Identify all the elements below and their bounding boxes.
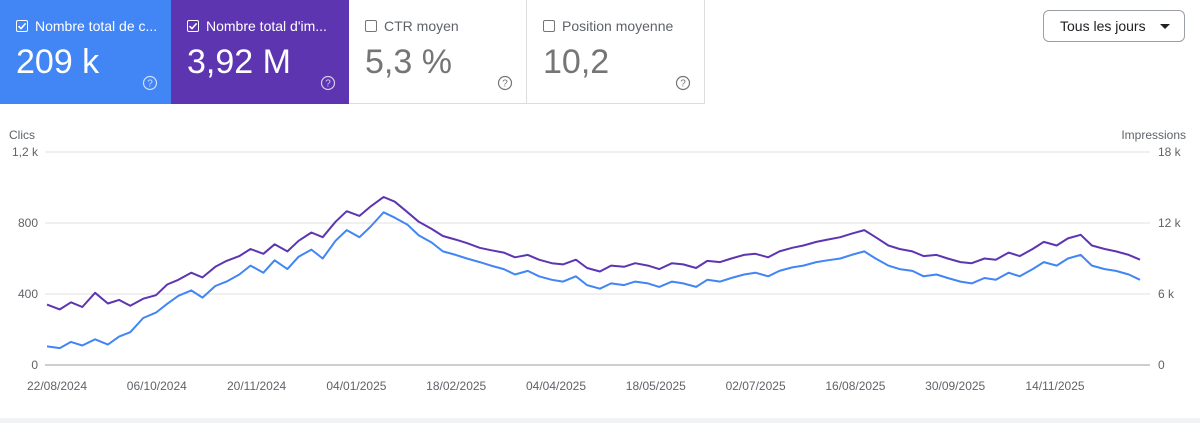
x-tick-label: 18/05/2025 xyxy=(626,379,686,393)
ctr-card[interactable]: CTR moyen 5,3 % ? xyxy=(349,0,527,104)
date-range-label: Tous les jours xyxy=(1060,18,1146,34)
impressions-card[interactable]: Nombre total d'im... 3,92 M ? xyxy=(171,0,349,104)
help-icon[interactable]: ? xyxy=(142,75,158,91)
x-tick-label: 14/11/2025 xyxy=(1025,379,1084,393)
clicks-card-header: Nombre total de c... xyxy=(16,18,166,34)
y-right-tick-label: 0 xyxy=(1158,358,1165,372)
y-left-tick-label: 1,2 k xyxy=(12,145,39,159)
impressions-series-line xyxy=(46,196,1141,311)
clicks-card[interactable]: Nombre total de c... 209 k ? xyxy=(0,0,171,104)
x-tick-label: 20/11/2024 xyxy=(227,379,286,393)
svg-text:?: ? xyxy=(502,79,508,90)
y-left-tick-label: 800 xyxy=(18,216,38,230)
position-card[interactable]: Position moyenne 10,2 ? xyxy=(527,0,705,104)
ctr-card-label: CTR moyen xyxy=(384,18,459,34)
ctr-card-header: CTR moyen xyxy=(365,18,515,34)
y-left-tick-label: 0 xyxy=(31,358,38,372)
position-card-value: 10,2 xyxy=(543,43,610,81)
footer-band xyxy=(0,418,1200,423)
x-tick-label: 04/01/2025 xyxy=(326,379,386,393)
svg-text:?: ? xyxy=(680,79,686,90)
metric-cards: Nombre total de c... 209 k ? Nombre tota… xyxy=(0,0,705,104)
y-left-tick-label: 400 xyxy=(18,287,38,301)
date-range-dropdown[interactable]: Tous les jours xyxy=(1043,10,1185,42)
svg-text:?: ? xyxy=(325,79,331,90)
checkbox-unchecked-icon[interactable] xyxy=(543,20,555,32)
x-tick-label: 04/04/2025 xyxy=(526,379,586,393)
position-card-label: Position moyenne xyxy=(562,18,674,34)
x-tick-label: 18/02/2025 xyxy=(426,379,486,393)
dropdown-arrow-icon xyxy=(1160,24,1170,29)
help-icon[interactable]: ? xyxy=(497,75,513,91)
y-right-tick-label: 12 k xyxy=(1158,216,1182,230)
y-right-tick-label: 18 k xyxy=(1158,145,1182,159)
x-tick-label: 30/09/2025 xyxy=(925,379,985,393)
clicks-card-label: Nombre total de c... xyxy=(35,18,158,34)
clicks-card-value: 209 k xyxy=(16,43,100,81)
clicks-series-line xyxy=(46,211,1141,350)
ctr-card-value: 5,3 % xyxy=(365,43,452,81)
position-card-header: Position moyenne xyxy=(543,18,693,34)
checkbox-checked-icon[interactable] xyxy=(187,20,199,32)
left-axis-title: Clics xyxy=(9,128,35,142)
right-axis-title: Impressions xyxy=(1121,128,1186,142)
impressions-card-label: Nombre total d'im... xyxy=(206,18,327,34)
help-icon[interactable]: ? xyxy=(320,75,336,91)
x-tick-label: 22/08/2024 xyxy=(27,379,87,393)
help-icon[interactable]: ? xyxy=(675,75,691,91)
checkbox-unchecked-icon[interactable] xyxy=(365,20,377,32)
checkbox-checked-icon[interactable] xyxy=(16,20,28,32)
impressions-card-value: 3,92 M xyxy=(187,43,291,81)
x-tick-label: 06/10/2024 xyxy=(127,379,187,393)
x-tick-label: 16/08/2025 xyxy=(825,379,885,393)
svg-text:?: ? xyxy=(147,79,153,90)
impressions-card-header: Nombre total d'im... xyxy=(187,18,337,34)
x-tick-label: 02/07/2025 xyxy=(726,379,786,393)
y-right-tick-label: 6 k xyxy=(1158,287,1175,301)
